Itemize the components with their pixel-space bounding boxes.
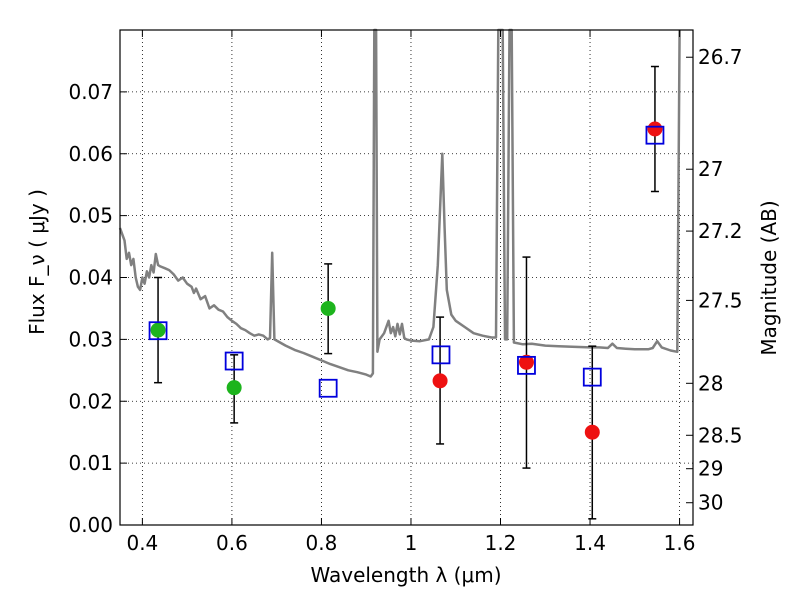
model-square-marker — [582, 367, 602, 387]
x-tick-label: 1.4 — [574, 531, 606, 555]
x-axis-title: Wavelength λ (μm) — [310, 563, 501, 587]
y-tick-label: 0.07 — [68, 80, 113, 104]
magnitude-tick-label: 27.2 — [698, 219, 743, 243]
marker-layer — [148, 121, 665, 440]
y-tick-label: 0.03 — [68, 327, 113, 351]
photometry-point — [518, 354, 534, 370]
model-square-marker — [645, 125, 665, 145]
photometry-point — [320, 300, 336, 316]
magnitude-tick-label: 27.5 — [698, 288, 743, 312]
ticks-layer — [120, 30, 693, 526]
magnitude-tick-label: 29 — [698, 457, 723, 481]
model-square-marker — [318, 378, 338, 398]
tick-labels: 0.4 0.6 0.8 1 1.2 1.4 1.6 0.00 0.01 0.02 0.03 0.04 0… — [68, 45, 742, 555]
y-tick-label: 0.00 — [68, 513, 113, 537]
grid — [120, 30, 693, 526]
spectrum-line — [118, 28, 681, 378]
y-tick-label: 0.02 — [68, 389, 113, 413]
magnitude-tick-label: 28 — [698, 371, 723, 395]
y-tick-label: 0.05 — [68, 204, 113, 228]
y-axis-title: Flux F_ν ( μJy ) — [25, 189, 49, 335]
y-tick-label: 0.06 — [68, 142, 113, 166]
magnitude-tick-label: 26.7 — [698, 45, 743, 69]
magnitude-tick-label: 28.5 — [698, 423, 743, 447]
photometry-point — [226, 380, 242, 396]
magnitude-tick-label: 27 — [698, 157, 723, 181]
photometry-point — [647, 121, 663, 137]
model-square-marker — [431, 345, 451, 365]
spectrum-layer — [118, 28, 681, 378]
photometry-point — [432, 373, 448, 389]
x-tick-label: 0.4 — [126, 531, 158, 555]
x-tick-label: 0.8 — [306, 531, 338, 555]
photometry-point — [150, 322, 166, 338]
model-square-marker — [148, 321, 168, 341]
right-axis-title: Magnitude (AB) — [757, 200, 781, 355]
x-tick-label: 1.2 — [485, 531, 517, 555]
x-tick-label: 0.6 — [216, 531, 248, 555]
model-square-marker — [517, 355, 536, 375]
y-tick-label: 0.01 — [68, 451, 113, 475]
x-tick-label: 1.6 — [664, 531, 696, 555]
magnitude-tick-label: 30 — [698, 491, 723, 515]
model-square-marker — [224, 351, 244, 371]
x-tick-label: 1 — [405, 531, 418, 555]
y-tick-label: 0.04 — [68, 266, 113, 290]
photometry-point — [584, 424, 600, 440]
